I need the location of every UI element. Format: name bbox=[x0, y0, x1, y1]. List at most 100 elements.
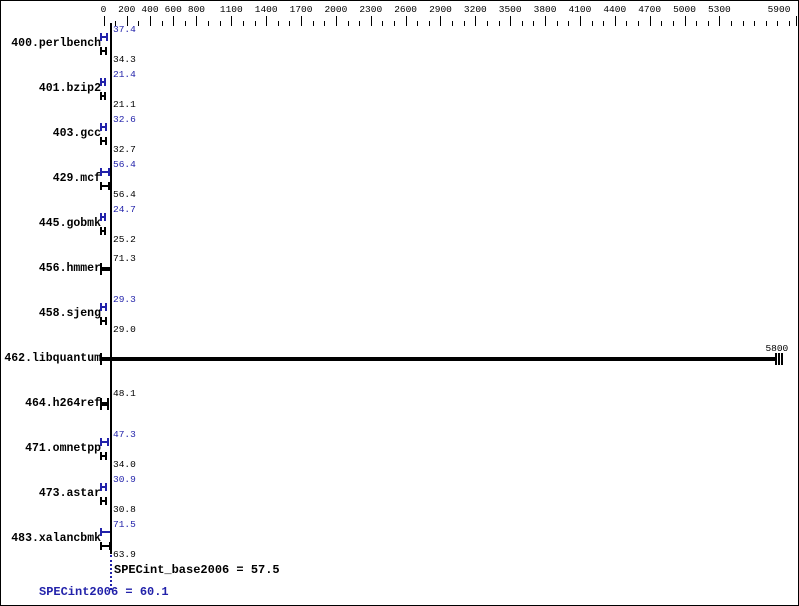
bar-end-cap bbox=[778, 353, 781, 365]
peak-value-label: 71.5 bbox=[113, 519, 136, 530]
axis-tick bbox=[638, 21, 640, 26]
axis-tick bbox=[684, 16, 686, 26]
axis-tick bbox=[754, 21, 756, 26]
benchmark-label: 403.gcc bbox=[52, 127, 101, 140]
axis-tick bbox=[138, 21, 140, 26]
peak-end-cap bbox=[105, 33, 108, 41]
bar-start-cap bbox=[100, 353, 102, 365]
base-bar bbox=[101, 140, 108, 142]
base-end-cap bbox=[104, 317, 107, 325]
axis-tick-label: 1100 bbox=[219, 4, 243, 15]
axis-tick-label: 5000 bbox=[673, 4, 696, 15]
axis-tick bbox=[486, 21, 488, 26]
peak-start-cap bbox=[100, 213, 102, 221]
bar-start-cap bbox=[100, 398, 102, 410]
axis-tick bbox=[440, 16, 442, 26]
benchmark-label: 458.sjeng bbox=[38, 307, 101, 320]
axis-tick bbox=[696, 21, 698, 26]
peak-start-cap bbox=[100, 78, 102, 86]
benchmark-bar-single bbox=[101, 357, 778, 361]
base-value-label: 29.0 bbox=[113, 324, 136, 335]
base-bar bbox=[101, 500, 108, 502]
base-start-cap bbox=[100, 182, 102, 190]
base-end-cap bbox=[105, 452, 108, 460]
axis-tick-label: 3200 bbox=[463, 4, 487, 15]
base-end-cap bbox=[104, 227, 107, 235]
axis-tick bbox=[347, 21, 349, 26]
bar-value-label: 48.1 bbox=[113, 388, 136, 399]
axis-tick bbox=[184, 21, 186, 26]
base-end-cap bbox=[108, 182, 111, 190]
peak-start-cap bbox=[100, 528, 102, 536]
axis-tick bbox=[242, 21, 244, 26]
axis-tick bbox=[463, 21, 465, 26]
base-bar bbox=[101, 320, 107, 322]
axis-tick-label: 400 bbox=[141, 4, 159, 15]
peak-end-cap bbox=[104, 303, 107, 311]
base-value-label: 30.8 bbox=[113, 504, 136, 515]
peak-mean-line bbox=[110, 555, 112, 590]
peak-start-cap bbox=[100, 303, 102, 311]
axis-tick-label: 4100 bbox=[568, 4, 592, 15]
base-start-cap bbox=[100, 92, 102, 100]
peak-value-label: 30.9 bbox=[113, 474, 136, 485]
peak-value-label: 47.3 bbox=[113, 429, 136, 440]
axis-tick bbox=[382, 21, 384, 26]
base-value-label: 21.1 bbox=[113, 99, 136, 110]
benchmark-label: 473.astar bbox=[38, 487, 101, 500]
base-value-label: 34.3 bbox=[113, 54, 136, 65]
benchmark-label: 462.libquantum bbox=[4, 352, 101, 365]
axis-tick bbox=[103, 16, 105, 26]
axis-tick-label: 5300 bbox=[707, 4, 731, 15]
peak-value-label: 32.6 bbox=[113, 114, 136, 125]
base-end-cap bbox=[103, 92, 106, 100]
bar-value-label: 71.3 bbox=[113, 253, 136, 264]
axis-tick bbox=[301, 16, 303, 26]
base-start-cap bbox=[100, 137, 102, 145]
base-value-label: 25.2 bbox=[113, 234, 136, 245]
axis-tick bbox=[510, 16, 512, 26]
axis-tick bbox=[626, 21, 628, 26]
axis-tick bbox=[208, 21, 210, 26]
axis-end-tick bbox=[796, 16, 797, 26]
axis-tick bbox=[289, 21, 291, 26]
axis-tick bbox=[452, 21, 454, 26]
axis-tick-label: 800 bbox=[187, 4, 206, 15]
axis-tick bbox=[556, 21, 558, 26]
peak-start-cap bbox=[100, 168, 102, 176]
base-start-cap bbox=[100, 317, 102, 325]
bar-end-cap bbox=[775, 353, 778, 365]
peak-bar bbox=[101, 171, 111, 173]
axis-tick bbox=[335, 16, 337, 26]
benchmark-bar-single bbox=[101, 402, 110, 406]
peak-value-label: 24.7 bbox=[113, 204, 136, 215]
bar-end-cap bbox=[107, 398, 110, 410]
axis-tick bbox=[126, 16, 128, 26]
benchmark-label: 445.gobmk bbox=[38, 217, 101, 230]
base-start-cap bbox=[100, 542, 102, 550]
axis-tick bbox=[579, 16, 581, 26]
axis-tick bbox=[394, 21, 395, 26]
peak-value-label: 37.4 bbox=[113, 24, 136, 35]
base-bar bbox=[101, 230, 107, 232]
axis-tick-label: 1400 bbox=[254, 4, 278, 15]
axis-tick bbox=[545, 16, 547, 26]
peak-bar bbox=[101, 486, 108, 488]
axis-tick bbox=[115, 21, 117, 26]
base-start-cap bbox=[100, 227, 102, 235]
benchmark-label: 400.perlbench bbox=[11, 37, 101, 50]
axis-tick bbox=[266, 16, 268, 26]
benchmark-label: 483.xalancbmk bbox=[11, 532, 101, 545]
axis-tick bbox=[161, 21, 163, 26]
specint-peak-summary: SPECint2006 = 60.1 bbox=[39, 585, 169, 599]
peak-start-cap bbox=[100, 438, 102, 446]
benchmark-bar-single bbox=[101, 267, 112, 271]
axis-tick bbox=[196, 16, 198, 26]
axis-tick bbox=[498, 21, 500, 26]
axis-tick bbox=[219, 21, 221, 26]
peak-end-cap bbox=[105, 483, 108, 491]
peak-end-cap bbox=[106, 438, 109, 446]
peak-bar bbox=[101, 531, 112, 533]
axis-tick-label: 5900 bbox=[767, 4, 791, 15]
peak-end-cap bbox=[105, 123, 108, 131]
